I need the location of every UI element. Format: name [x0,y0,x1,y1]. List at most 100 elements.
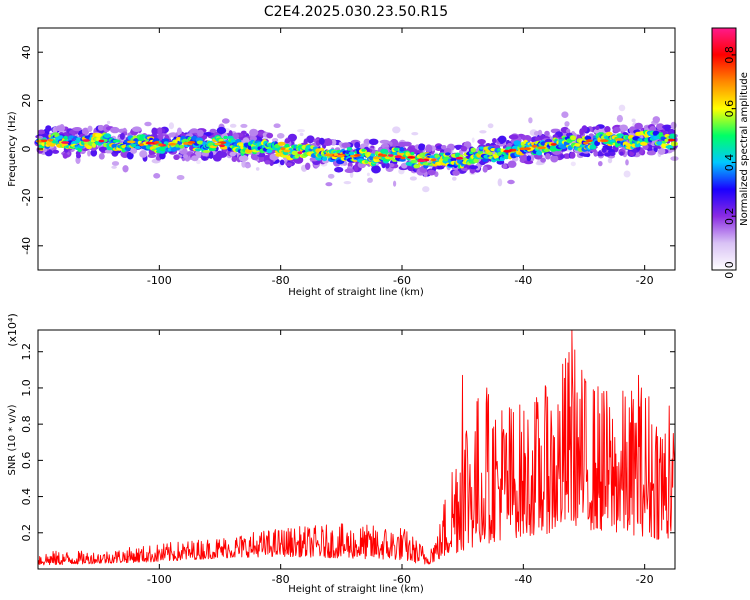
heat-halo-blob [634,122,643,130]
heat-halo-blob [37,129,46,135]
heat-halo-blob [72,127,82,132]
heat-halo-blob [197,129,204,137]
heat-halo-blob [601,147,607,153]
heat-ridge-blob [487,151,493,156]
heat-ridge-blob [58,135,64,139]
snr-frame [37,329,676,570]
heat-ridge-blob [194,148,202,152]
heat-halo-blob [344,168,355,173]
heat-halo-blob [664,124,671,132]
heat-noise-blob [393,180,397,187]
heat-ridge-blob [410,151,415,156]
heat-peak-blob [512,148,517,152]
heat-peak-blob [324,153,333,157]
heat-halo-blob [502,163,508,169]
spectrogram-x-tick-label: -100 [147,274,172,287]
heat-halo-blob [264,160,271,165]
snr-series-line [37,329,676,566]
heat-halo-blob [455,145,461,150]
heat-halo-blob [55,125,66,132]
heat-halo-blob [526,155,532,162]
heat-ridge-blob [399,146,405,152]
heat-halo-blob [119,132,125,140]
heat-halo-blob [595,125,600,131]
heat-halo-blob [104,149,113,154]
snr-x-tick-label: -80 [272,573,290,586]
snr-y-tick-label: 0.4 [20,488,33,506]
spectrogram-x-tick-label: -60 [393,274,411,287]
heat-ridge-blob [380,148,389,154]
colorbar-tick-label: 0.6 [723,100,736,118]
heat-halo-blob [97,124,105,131]
snr-y-tick-label: 1.2 [20,343,33,361]
heat-ridge-blob [361,148,366,152]
heat-ridge-blob [513,140,521,146]
heat-halo-blob [604,152,612,157]
heat-halo-blob [159,152,166,160]
heat-halo-blob [354,141,361,149]
spectrogram-x-tick-label: -20 [636,274,654,287]
heat-peak-blob [214,142,222,146]
spectrogram-panel: -100 -80 -60 -40 -20 -40 -20 0 20 40 Height of st… [7,27,679,298]
heat-peak-blob [615,138,624,141]
heat-ridge-blob [605,131,613,137]
heat-ridge-blob [499,156,505,162]
heat-halo-blob [670,121,677,130]
heat-peak-blob [187,141,196,144]
snr-y-tick-label: 1.0 [20,379,33,397]
spectrogram-x-tick-label: -80 [272,274,290,287]
heat-halo-blob [285,162,293,167]
heat-noise-blob [607,158,613,164]
heat-ridge-blob [411,159,418,164]
heat-peak-blob [400,156,406,160]
spectrogram-x-axis-label: Height of straight line (km) [288,287,424,298]
heat-halo-blob [657,147,666,155]
colorbar-label: Normalized spectral amplitude [739,72,750,226]
heat-halo-blob [619,151,624,156]
heat-noise-blob [229,123,237,128]
heat-halo-blob [90,149,98,157]
heat-peak-blob [531,144,538,148]
heat-ridge-blob [85,145,93,150]
heat-halo-blob [269,159,274,166]
heat-peak-blob [388,154,394,157]
snr-line-layer [37,329,676,566]
heat-peak-blob [537,146,546,150]
heat-noise-blob [343,181,352,185]
heat-peak-blob [61,141,70,144]
heat-noise-blob [111,161,120,166]
heat-halo-blob [508,134,519,140]
heat-halo-blob [425,144,433,153]
heat-halo-blob [182,154,189,159]
heat-noise-blob [479,130,487,134]
heat-ridge-blob [68,135,75,139]
heat-halo-blob [604,126,611,133]
heat-halo-blob [52,149,60,154]
heat-halo-blob [147,153,157,158]
heat-halo-blob [653,146,658,153]
heat-ridge-blob [103,133,112,139]
heat-halo-blob [209,128,217,133]
heat-halo-blob [305,162,311,170]
spectrogram-y-tick-label: -20 [20,188,33,206]
heat-ridge-blob [584,135,592,141]
heat-ridge-blob [543,148,550,152]
heat-peak-blob [219,144,225,148]
heat-ridge-blob [277,141,286,146]
heat-peak-blob [417,159,426,163]
heat-halo-blob [238,155,249,162]
heat-ridge-blob [470,147,477,153]
heat-peak-blob [139,143,144,147]
heat-peak-blob [600,139,609,143]
heat-ridge-blob [670,141,678,147]
heat-halo-blob [371,165,381,174]
heat-halo-blob [217,151,228,158]
heat-noise-blob [618,104,626,112]
heat-noise-blob [497,178,503,187]
heat-ridge-blob [479,146,485,150]
heat-halo-blob [45,125,52,132]
heat-halo-blob [75,151,81,156]
heat-noise-blob [367,177,373,183]
heat-halo-blob [306,135,315,144]
heat-halo-blob [545,153,551,160]
